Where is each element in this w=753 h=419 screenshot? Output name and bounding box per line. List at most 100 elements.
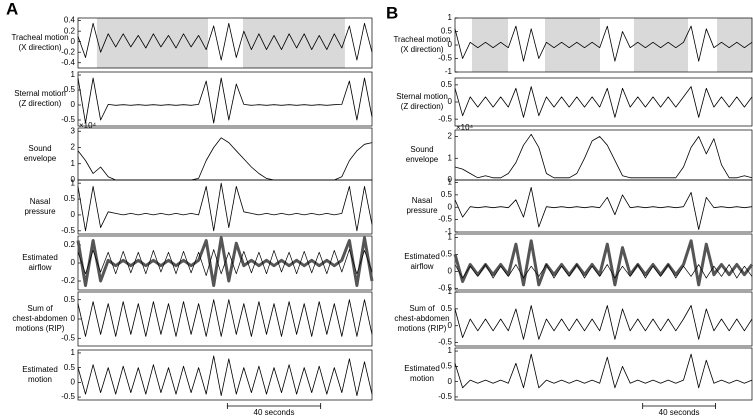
plot-frame [454,347,753,401]
y-tick-label: 0 [71,314,76,323]
y-label: Estimated [404,364,440,373]
y-label: pressure [24,207,56,216]
y-tick-label: -0.5 [61,115,75,124]
signal-line [454,305,753,340]
plot-frame [454,129,753,181]
y-label: motions (RIP) [398,324,447,333]
y-tick-label: 0.5 [441,80,453,89]
y-tick-label: 0.5 [441,27,453,36]
y-tick-label: -0.5 [438,338,452,347]
y-label: Tracheal motion [393,35,450,44]
y-tick-label: 1 [448,233,453,242]
y-tick-label: 1 [448,287,453,296]
y-tick-label: 0 [448,202,453,211]
y-tick-label: -0.5 [438,54,452,63]
axis-exponent: ×10⁴ [456,123,474,132]
y-tick-label: 1 [448,153,453,162]
y-tick-label: -0.2 [61,47,75,56]
y-label: motion [28,375,52,384]
y-label: motions (RIP) [16,324,65,333]
y-label: Sound [410,145,433,154]
y-tick-label: 0 [448,377,453,386]
y-tick-label: 1 [71,348,76,357]
y-label: Nasal [30,197,51,206]
signal-line [77,22,373,61]
y-tick-label: 0.5 [64,194,76,203]
y-tick-label: -0.5 [438,392,452,401]
y-label: Sum of [27,304,53,313]
plot-frame [454,233,753,291]
scale-bar-label: 40 seconds [659,408,700,417]
y-tick-label: -1 [445,227,453,236]
y-label: Estimated [404,252,440,261]
scale-bar-label: 40 seconds [254,408,295,417]
y-tick-label: -0.4 [61,58,75,67]
shaded-region [96,18,208,68]
y-tick-label: 0.5 [64,363,76,372]
panel-label: A [6,0,18,18]
signal-line [77,249,373,276]
y-tick-label: -0.5 [438,283,452,292]
y-label: airflow [410,262,433,271]
y-label: Nasal [412,196,433,205]
y-tick-label: 1 [448,13,453,22]
y-label: envelope [24,154,57,163]
y-label: (X direction) [400,45,443,54]
y-label: motion [410,374,434,383]
plot-frame [77,71,373,127]
y-tick-label: 3 [71,126,76,135]
y-tick-label: 1 [71,70,76,79]
y-label: (X direction) [18,43,61,52]
signal-line [454,25,753,62]
y-tick-label: 2 [71,143,76,152]
y-label: envelope [406,155,439,164]
y-label: chest-abdomen [12,314,67,323]
y-label: Sternal motion [14,89,66,98]
signal-line [77,299,373,337]
y-tick-label: -0.5 [438,215,452,224]
y-tick-label: 1 [448,178,453,187]
y-tick-label: 0.2 [64,26,76,35]
y-tick-label: 1 [71,159,76,168]
y-tick-label: 0.4 [64,16,76,25]
y-tick-label: 0 [448,40,453,49]
plot-frame [454,77,753,127]
signal-line [454,353,753,389]
signal-line [454,264,753,279]
axis-exponent: ×10⁴ [79,121,97,130]
y-tick-label: -0.5 [438,114,452,123]
y-tick-label: -0.2 [61,276,75,285]
y-label: Tracheal motion [11,33,68,42]
signal-line [76,236,374,287]
y-tick-label: 0.5 [441,190,453,199]
y-label: (Z direction) [19,99,62,108]
signal-line [77,137,373,181]
plot-frame [77,17,373,69]
y-label: Sum of [409,304,435,313]
signal-line [77,355,373,396]
y-tick-label: 0.5 [64,295,76,304]
y-tick-label: 0 [71,377,76,386]
y-tick-label: -1 [445,67,453,76]
y-label: Sternal motion [396,92,448,101]
y-label: Estimated [22,253,58,262]
y-tick-label: 0 [448,266,453,275]
y-tick-label: 0.2 [64,240,76,249]
y-tick-label: -0.5 [61,226,75,235]
signal-line [453,239,753,287]
y-label: Sound [28,144,51,153]
y-tick-label: 0 [71,175,76,184]
y-tick-label: 0 [448,321,453,330]
y-tick-label: 0 [71,37,76,46]
plot-frame [77,127,373,181]
signal-line [454,133,753,179]
y-tick-label: 0 [448,97,453,106]
y-label: Estimated [22,365,58,374]
y-tick-label: 0.5 [64,85,76,94]
shaded-region [717,18,752,72]
y-label: (Z direction) [401,102,444,111]
y-label: airflow [28,263,51,272]
y-tick-label: 0 [448,175,453,184]
plot-frame [454,179,753,233]
